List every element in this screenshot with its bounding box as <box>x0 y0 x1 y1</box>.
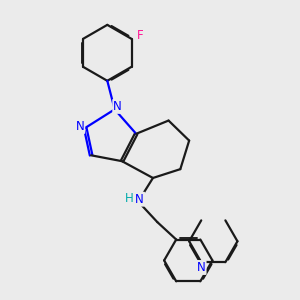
Text: N: N <box>135 193 144 206</box>
Text: N: N <box>197 261 206 274</box>
Text: N: N <box>76 120 84 133</box>
Text: N: N <box>113 100 122 113</box>
Text: H: H <box>125 192 134 205</box>
Text: F: F <box>136 29 143 42</box>
